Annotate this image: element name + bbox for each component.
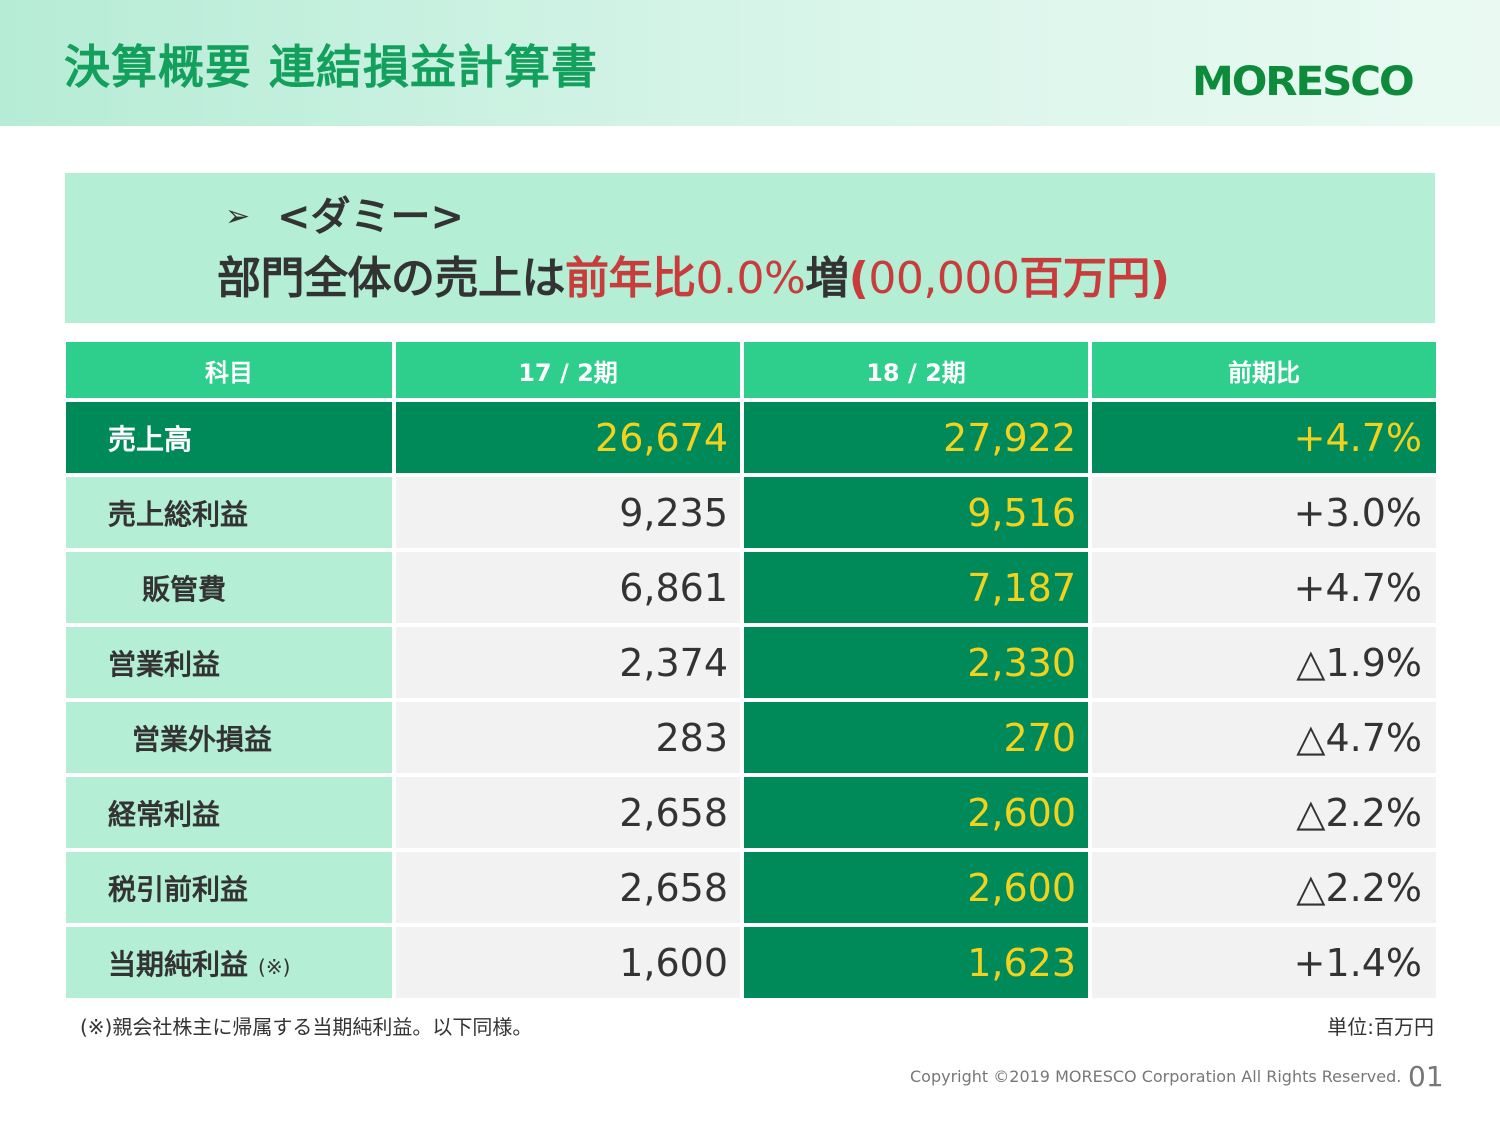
row-prev-value: 2,658 — [396, 777, 740, 848]
page-number: 01 — [1408, 1060, 1444, 1093]
row-label: 売上総利益 — [66, 477, 392, 548]
unit-label: 単位:百万円 — [1327, 1015, 1434, 1039]
summary-dummy-label: <ダミー> — [276, 194, 464, 240]
slide-header: 決算概要 連結損益計算書 MORESCO — [0, 0, 1500, 126]
row-prev-value: 2,374 — [396, 627, 740, 698]
row-yoy-value: +1.4% — [1092, 927, 1436, 998]
summary-line-2: 部門全体の売上は前年比0.0%増(00,000百万円) — [217, 257, 1170, 301]
summary-text-3: 0.0% — [695, 253, 806, 304]
row-label: 営業利益 — [66, 627, 392, 698]
arrow-bullet-icon: ➢ — [225, 199, 251, 234]
row-yoy-value: +4.7% — [1092, 402, 1436, 473]
summary-text-8: ) — [1149, 253, 1170, 304]
row-label: 当期純利益 (※) — [66, 927, 392, 998]
row-label-note: (※) — [258, 954, 291, 979]
row-curr-value: 27,922 — [744, 402, 1088, 473]
table-row: 売上総利益 9,235 9,516 +3.0% — [66, 477, 1436, 548]
table-row: 営業外損益 283 270 △4.7% — [66, 702, 1436, 773]
row-curr-value: 9,516 — [744, 477, 1088, 548]
copyright: Copyright ©2019 MORESCO Corporation All … — [910, 1067, 1402, 1086]
row-prev-value: 283 — [396, 702, 740, 773]
row-label: 経常利益 — [66, 777, 392, 848]
summary-text-4: 増 — [805, 253, 849, 304]
table-row: 売上高 26,674 27,922 +4.7% — [66, 402, 1436, 473]
header-curr-suffix: 期 — [941, 358, 966, 387]
moresco-logo: MORESCO — [1192, 59, 1415, 105]
summary-text-1: 部門全体の売上は — [217, 253, 566, 304]
header-prev-year: 17 — [518, 358, 552, 387]
header-subject: 科目 — [66, 342, 392, 398]
row-yoy-value: +3.0% — [1092, 477, 1436, 548]
header-prev-sep: / 2 — [551, 358, 594, 387]
row-yoy-value: △2.2% — [1092, 777, 1436, 848]
summary-text-5: ( — [848, 253, 869, 304]
header-prev-period: 17 / 2期 — [396, 342, 740, 398]
row-prev-value: 2,658 — [396, 852, 740, 923]
row-yoy-value: △1.9% — [1092, 627, 1436, 698]
row-yoy-value: △2.2% — [1092, 852, 1436, 923]
income-statement-table: 科目 17 / 2期 18 / 2期 前期比 売上高 26,674 27,922… — [62, 338, 1440, 1002]
row-prev-value: 26,674 — [396, 402, 740, 473]
row-label: 営業外損益 — [66, 702, 392, 773]
footnote: (※)親会社株主に帰属する当期純利益。以下同様。 — [80, 1015, 533, 1039]
row-prev-value: 6,861 — [396, 552, 740, 623]
row-curr-value: 7,187 — [744, 552, 1088, 623]
table-row: 当期純利益 (※) 1,600 1,623 +1.4% — [66, 927, 1436, 998]
summary-box: ➢ <ダミー> 部門全体の売上は前年比0.0%増(00,000百万円) — [65, 173, 1435, 323]
summary-text-6: 00,000 — [868, 253, 1020, 304]
row-prev-value: 9,235 — [396, 477, 740, 548]
row-curr-value: 2,600 — [744, 777, 1088, 848]
row-curr-value: 2,600 — [744, 852, 1088, 923]
row-label: 売上高 — [66, 402, 392, 473]
table-row: 販管費 6,861 7,187 +4.7% — [66, 552, 1436, 623]
row-label-text: 当期純利益 — [108, 947, 249, 981]
table-header-row: 科目 17 / 2期 18 / 2期 前期比 — [66, 342, 1436, 398]
page-title: 決算概要 連結損益計算書 — [64, 40, 599, 94]
header-curr-sep: / 2 — [899, 358, 942, 387]
summary-line-1: ➢ <ダミー> — [225, 197, 464, 237]
row-yoy-value: +4.7% — [1092, 552, 1436, 623]
header-curr-period: 18 / 2期 — [744, 342, 1088, 398]
row-curr-value: 2,330 — [744, 627, 1088, 698]
summary-text-7: 百万円 — [1019, 253, 1150, 304]
row-curr-value: 270 — [744, 702, 1088, 773]
row-label: 販管費 — [66, 552, 392, 623]
summary-text-2: 前年比 — [565, 253, 696, 304]
row-yoy-value: △4.7% — [1092, 702, 1436, 773]
table-row: 経常利益 2,658 2,600 △2.2% — [66, 777, 1436, 848]
row-curr-value: 1,623 — [744, 927, 1088, 998]
table-row: 税引前利益 2,658 2,600 △2.2% — [66, 852, 1436, 923]
header-curr-year: 18 — [866, 358, 900, 387]
header-yoy: 前期比 — [1092, 342, 1436, 398]
table-row: 営業利益 2,374 2,330 △1.9% — [66, 627, 1436, 698]
row-prev-value: 1,600 — [396, 927, 740, 998]
header-prev-suffix: 期 — [593, 358, 618, 387]
row-label: 税引前利益 — [66, 852, 392, 923]
